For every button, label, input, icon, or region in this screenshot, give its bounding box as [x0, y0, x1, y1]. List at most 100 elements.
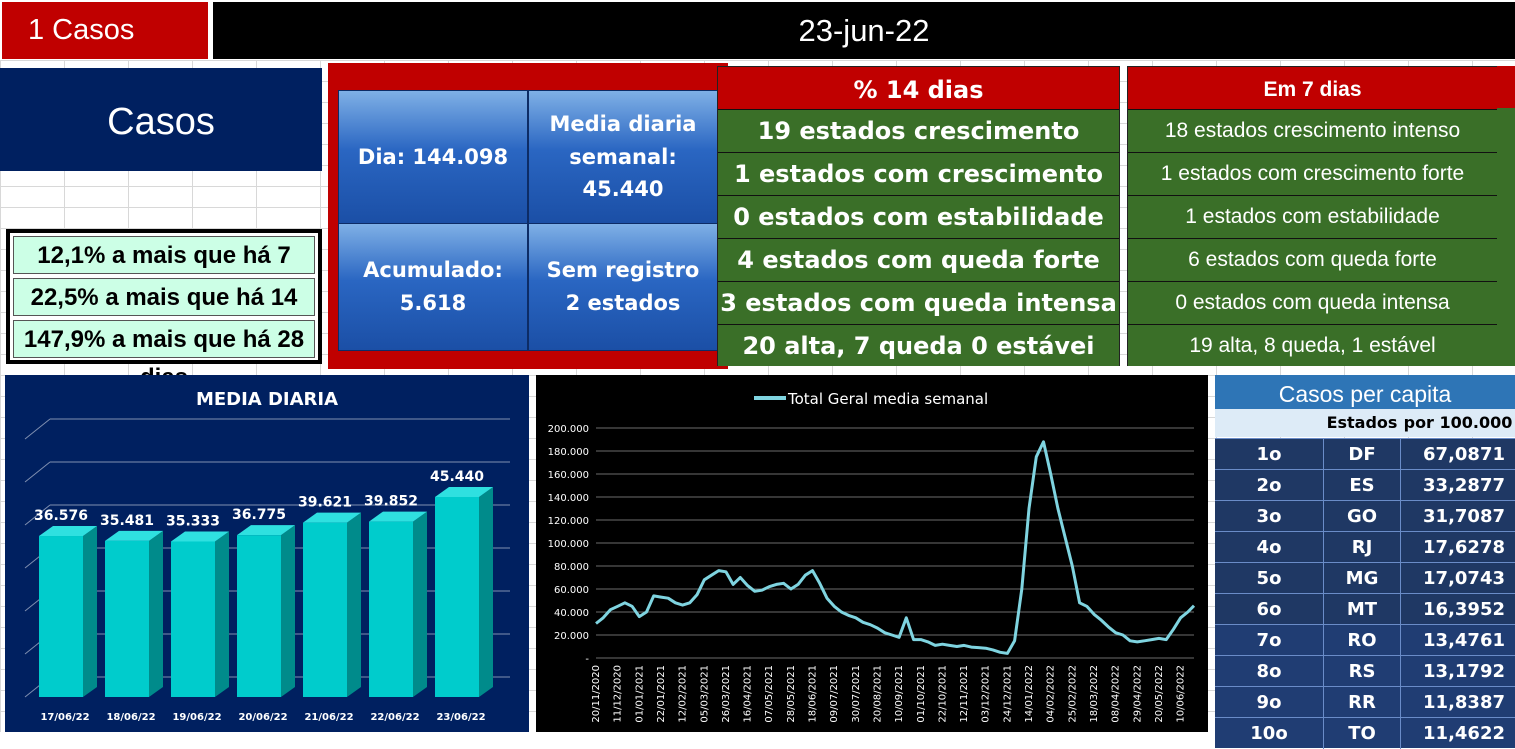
x-tick-label: 05/03/2021 [699, 665, 710, 723]
table-row: 1o DF 67,0871 [1215, 438, 1515, 470]
x-tick-label: 20/11/2020 [591, 665, 602, 723]
bar-side [149, 530, 163, 697]
per-capita-title: Casos per capita [1215, 375, 1515, 409]
bar-top [39, 526, 97, 537]
state-cell: MG [1323, 563, 1401, 594]
bar-side [479, 487, 493, 697]
bar-category-label: 20/06/22 [238, 712, 287, 723]
rate-cell: 13,4761 [1423, 630, 1505, 651]
x-tick-label: 09/07/2021 [829, 665, 840, 723]
state-cell: GO [1323, 501, 1401, 532]
x-tick-label: 22/10/2021 [937, 665, 948, 723]
table-row: 18 estados crescimento intenso [1128, 109, 1497, 151]
line-chart-panel: Total Geral media semanal 200.000 180.000… [536, 375, 1208, 732]
state-cell: MT [1323, 594, 1401, 625]
x-tick-label: 01/01/2021 [634, 665, 645, 723]
bar-side [347, 512, 361, 697]
state-cell: TO [1323, 718, 1401, 749]
x-tick-label: 10/06/2022 [1176, 665, 1187, 723]
x-tick-label: 28/05/2021 [786, 665, 797, 723]
bar-data-label: 39.621 [298, 495, 352, 511]
series-line-total-geral [595, 440, 1196, 655]
bar-top [303, 512, 361, 523]
bar-category-label: 18/06/22 [106, 712, 155, 723]
y-tick-label: 100.000 [548, 539, 589, 550]
table-overflow-edge [1497, 66, 1515, 366]
y-tick-label: - [585, 654, 589, 665]
rank-cell: 4o [1256, 537, 1282, 558]
bar-top [435, 487, 493, 497]
bar-chart: MEDIA DIARIA 36.576 17/06/22 35.481 18/06/2… [24, 389, 510, 723]
dia-button[interactable]: Dia: 144.098 [338, 90, 528, 224]
rate-cell: 16,3952 [1423, 599, 1505, 620]
x-tick-label: 30/07/2021 [851, 665, 862, 723]
rate-cell: 17,0743 [1423, 568, 1505, 589]
bar-chart-panel: MEDIA DIARIA 36.576 17/06/22 35.481 18/06/2… [5, 375, 529, 732]
bar-side [215, 531, 229, 697]
table-row: 10o TO 11,4622 [1215, 717, 1515, 749]
table-row: 8o RS 13,1792 [1215, 655, 1515, 687]
x-tick-label: 08/04/2022 [1111, 665, 1122, 723]
bar-category-label: 23/06/22 [436, 712, 485, 723]
bar [171, 541, 215, 697]
bar-category-label: 22/06/22 [370, 712, 419, 723]
bar [105, 540, 149, 697]
x-tick-label: 20/08/2021 [872, 665, 883, 723]
bar [39, 536, 83, 697]
x-tick-label: 29/04/2022 [1132, 665, 1143, 723]
x-tick-label: 25/02/2022 [1067, 665, 1078, 723]
x-tick-label: 12/11/2021 [959, 665, 970, 723]
table-row: 0 estados com queda intensa [1128, 281, 1497, 323]
state-cell: ES [1323, 470, 1401, 501]
x-tick-label: 18/03/2022 [1089, 665, 1100, 723]
grid-line [24, 418, 51, 440]
table-row: 0 estados com estabilidade [718, 195, 1119, 237]
table-row: 1 estados com estabilidade [1128, 195, 1497, 237]
acumulado-button[interactable]: Acumulado: 5.618 [338, 223, 528, 351]
percent-change-box: 12,1% a mais que há 7 dias 22,5% a mais … [6, 229, 322, 391]
x-tick-label: 20/05/2022 [1154, 665, 1165, 723]
rate-cell: 67,0871 [1423, 444, 1505, 465]
bar [237, 535, 281, 697]
rank-cell: 10o [1250, 723, 1288, 744]
x-tick-label: 11/12/2020 [613, 665, 624, 723]
table-row: 1 estados com crescimento forte [1128, 152, 1497, 194]
table-row: 9o RR 11,8387 [1215, 686, 1515, 718]
bar-data-label: 39.852 [364, 494, 418, 510]
bar-top [105, 530, 163, 541]
bar-data-label: 35.333 [166, 513, 220, 529]
table-row: 20 alta, 7 queda 0 estávei [718, 324, 1119, 366]
x-tick-label: 14/01/2022 [1024, 665, 1035, 723]
rate-cell: 11,4622 [1423, 723, 1505, 744]
x-tick-label: 22/01/2021 [656, 665, 667, 723]
media-semanal-button[interactable]: Media diaria semanal: 45.440 [528, 90, 718, 224]
col-estados: Estados [1326, 413, 1398, 432]
line-chart: Total Geral media semanal 200.000 180.000… [548, 390, 1196, 723]
y-tick-label: 40.000 [554, 608, 589, 619]
bar-category-label: 19/06/22 [172, 712, 221, 723]
y-tick-label: 60.000 [554, 585, 589, 596]
casos-title: Casos [0, 68, 322, 171]
bar-side [281, 525, 295, 697]
sem-registro-button[interactable]: Sem registro 2 estados [528, 223, 718, 351]
x-tick-label: 04/02/2022 [1046, 665, 1057, 723]
rank-cell: 8o [1256, 661, 1282, 682]
per-capita-table: Casos per capita Estados por 100.000 1o D… [1215, 375, 1515, 749]
date-banner: 23-jun-22 [213, 2, 1515, 59]
x-tick-label: 16/04/2021 [743, 665, 754, 723]
table-row: 2o ES 33,2877 [1215, 469, 1515, 501]
x-tick-label: 26/03/2021 [721, 665, 732, 723]
grid-line [24, 461, 51, 483]
bar-category-label: 17/06/22 [40, 712, 89, 723]
bar-data-label: 35.481 [100, 513, 154, 529]
table-7-title: Em 7 dias [1128, 67, 1497, 109]
bar-top [369, 511, 427, 522]
y-tick-label: 80.000 [554, 562, 589, 573]
table-row: 4 estados com queda forte [718, 238, 1119, 280]
bar-side [83, 526, 97, 697]
x-tick-label: 24/12/2021 [1002, 665, 1013, 723]
line-legend-label: Total Geral media semanal [787, 390, 988, 408]
table-14-days: % 14 dias 19 estados crescimento intenso… [717, 66, 1120, 366]
bar-side [413, 511, 427, 697]
state-cell: RS [1323, 656, 1401, 687]
